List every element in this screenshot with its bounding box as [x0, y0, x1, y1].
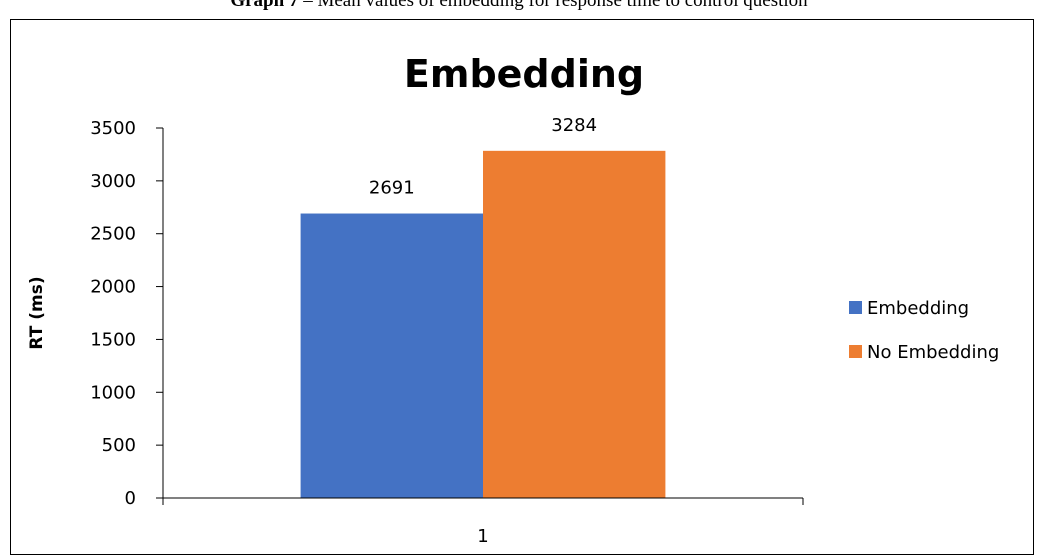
data-label: 3284 — [551, 115, 597, 136]
bar-no-embedding — [483, 150, 666, 498]
x-axis-ticks: 1 — [162, 498, 804, 547]
legend-swatch — [849, 301, 862, 314]
legend-label: No Embedding — [867, 342, 999, 363]
figure-caption: Graph 7 – Mean values of embedding for r… — [0, 0, 1038, 11]
y-tick-label: 3000 — [90, 171, 136, 192]
data-labels-group: 2691 3284 — [369, 115, 597, 199]
y-tick-label: 1000 — [90, 382, 136, 403]
legend-label: Embedding — [867, 298, 969, 319]
x-category-label: 1 — [477, 526, 488, 547]
data-label: 2691 — [369, 178, 415, 199]
legend: Embedding No Embedding — [849, 298, 999, 363]
caption-text: Mean values of embedding for response ti… — [317, 0, 808, 11]
caption-label: Graph 7 — [230, 0, 299, 11]
caption-separator: – — [298, 0, 318, 11]
chart-title: Embedding — [404, 52, 644, 96]
y-axis-title: RT (ms) — [27, 276, 47, 349]
y-tick-label: 3500 — [90, 118, 136, 139]
legend-swatch — [849, 345, 862, 358]
y-tick-label: 0 — [125, 488, 136, 509]
y-tick-label: 500 — [102, 435, 136, 456]
y-tick-label: 1500 — [90, 329, 136, 350]
y-axis-ticks: 0 500 1000 1500 2000 2500 3000 3500 — [90, 118, 163, 509]
bar-embedding — [300, 213, 483, 498]
y-tick-label: 2000 — [90, 277, 136, 298]
y-tick-label: 2500 — [90, 224, 136, 245]
bars-group — [300, 150, 666, 498]
